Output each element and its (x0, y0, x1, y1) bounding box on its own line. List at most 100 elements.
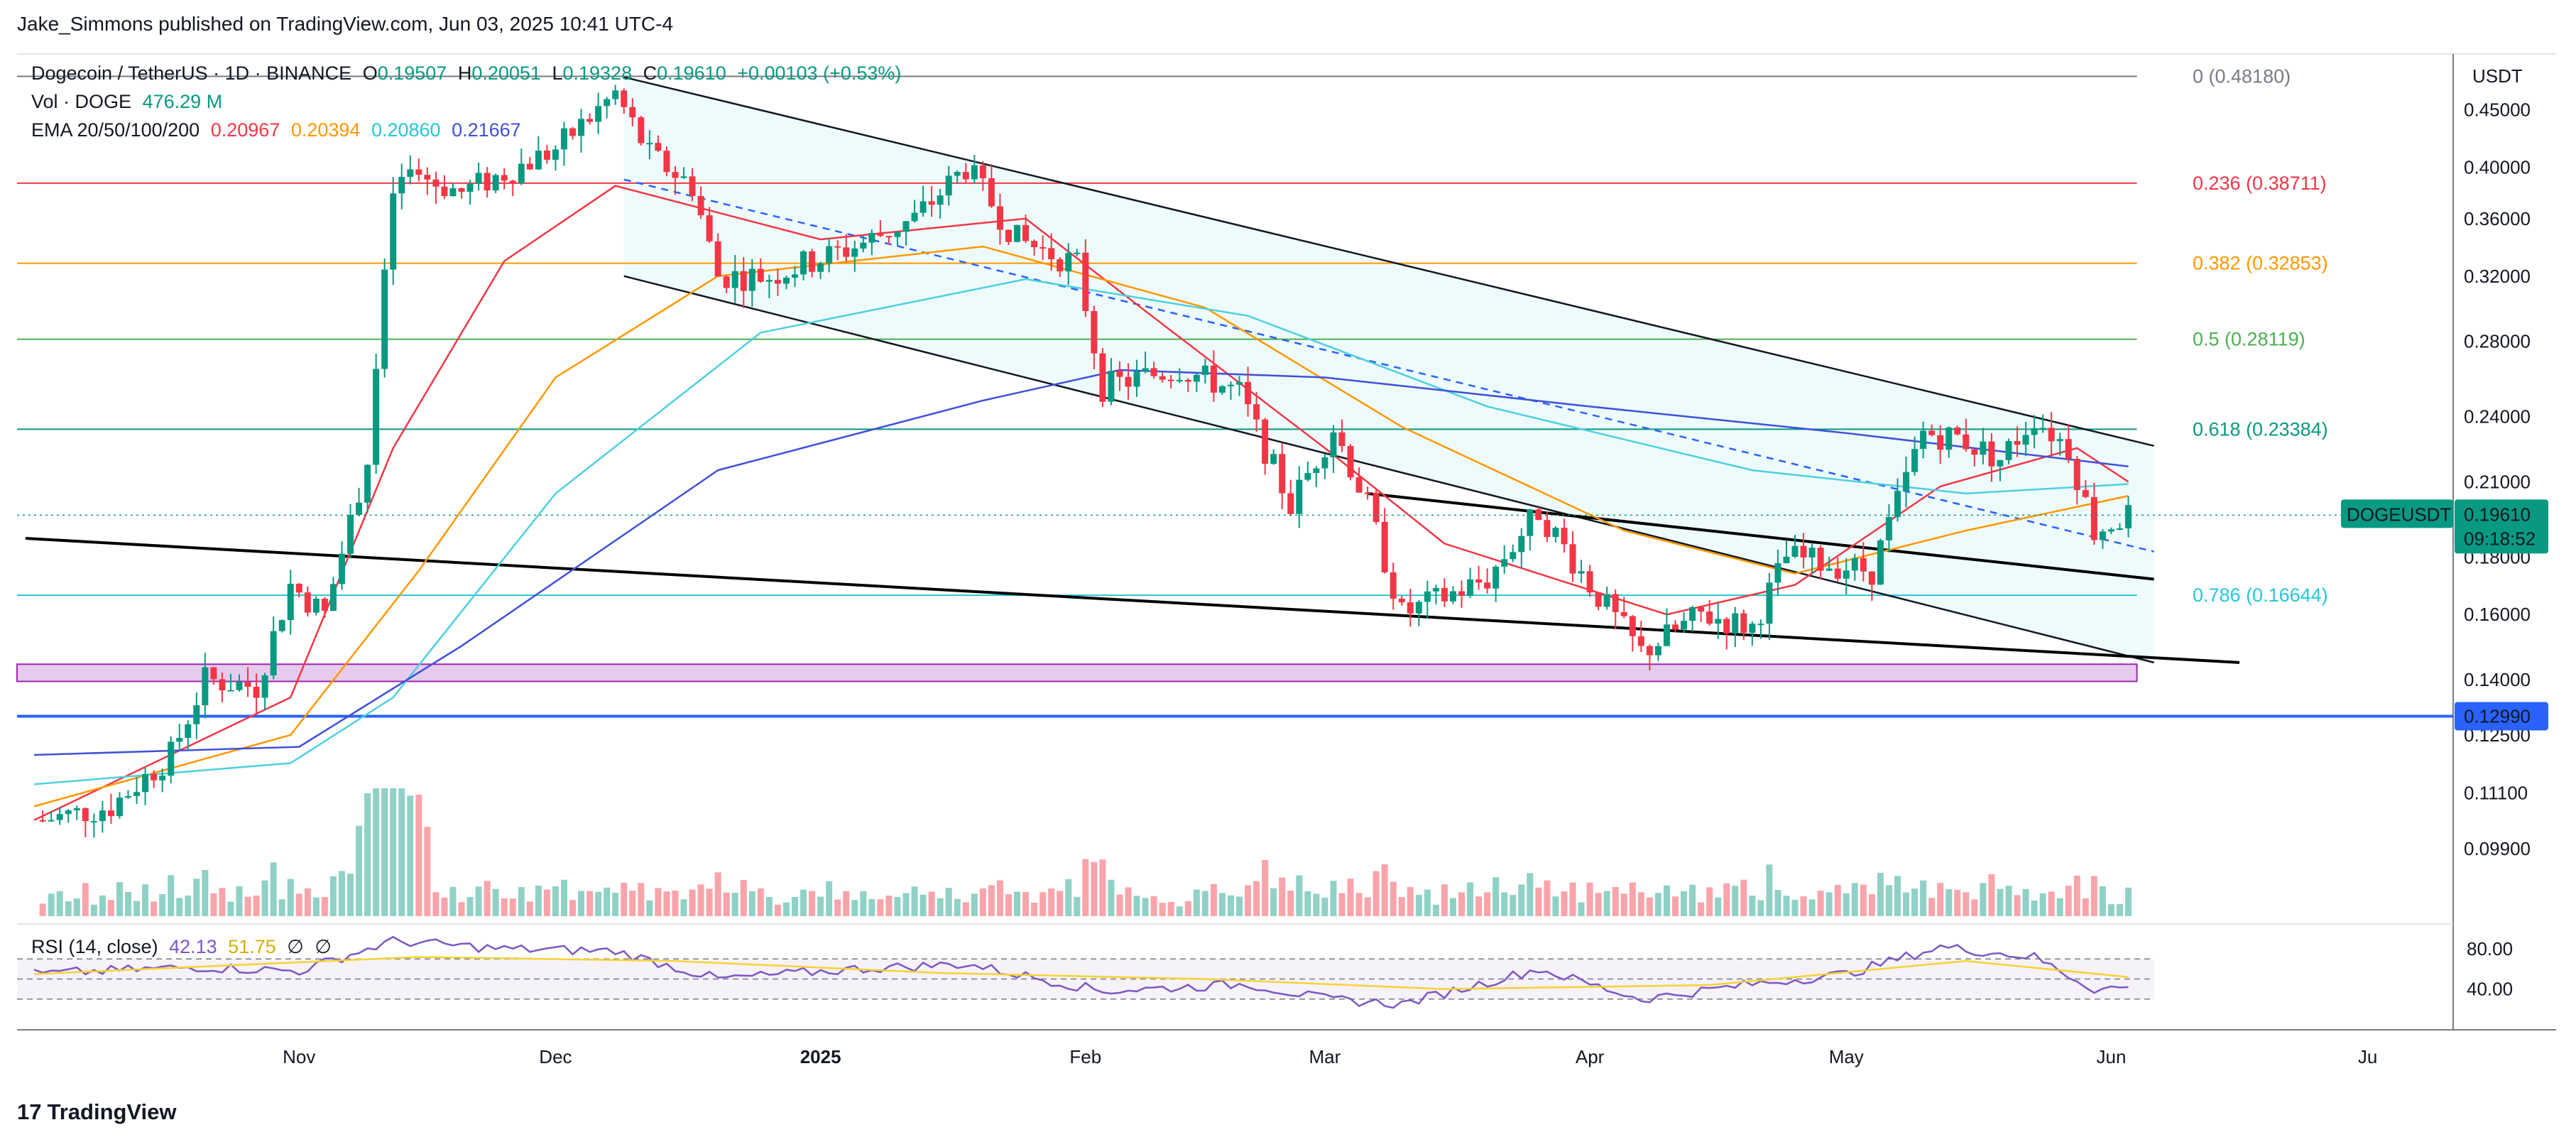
open-value: 0.19507 (377, 62, 447, 84)
price-tick: 0.28000 (2464, 331, 2531, 352)
volume-bar (894, 897, 901, 916)
candle-body (979, 165, 986, 179)
volume-bar (1159, 903, 1166, 916)
candle-body (1458, 591, 1466, 596)
volume-bar (1057, 891, 1064, 916)
candle-body (1997, 459, 2004, 467)
candle-body (629, 107, 636, 118)
volume-bar (1527, 873, 1534, 916)
volume-bar (1620, 893, 1627, 916)
candle-body (1253, 404, 1260, 420)
time-tick: Nov (283, 1046, 315, 1067)
rsi-legend[interactable]: RSI (14, close) 42.13 51.75 ∅ ∅ (31, 936, 337, 958)
volume-bar (757, 888, 764, 916)
candle-body (1245, 381, 1252, 405)
volume-bar (1715, 897, 1722, 916)
rsi-line (33, 935, 2129, 1009)
candle-body (466, 183, 474, 192)
candle-body (356, 502, 363, 515)
candle-body (663, 151, 670, 173)
volume-bar (885, 896, 893, 916)
candle-body (142, 773, 149, 793)
volume-bar (270, 862, 277, 916)
candle-body (1817, 548, 1824, 571)
candle-body (800, 251, 807, 275)
candle-body (398, 177, 405, 194)
volume-bar (1817, 891, 1824, 916)
candle-body (748, 268, 755, 291)
candle-body (432, 179, 440, 187)
candle-body (945, 175, 952, 196)
volume-bar (99, 895, 106, 916)
symbol-legend[interactable]: Dogecoin / TetherUS · 1D · BINANCE O0.19… (31, 62, 907, 85)
time-tick: Ju (2358, 1046, 2377, 1067)
candle-body (1681, 621, 1688, 630)
volume-bar (526, 901, 533, 916)
volume-bar (347, 874, 354, 916)
brand-name: TradingView (47, 1099, 177, 1124)
volume-bar (1723, 883, 1730, 916)
candle-body (706, 215, 713, 241)
volume-bar (48, 893, 55, 916)
candle-body (492, 175, 499, 191)
candle-body (1262, 419, 1269, 464)
candle-body (1834, 568, 1841, 579)
volume-bar (800, 889, 807, 916)
volume-bar (877, 899, 884, 916)
candle-body (1954, 427, 1961, 435)
volume-bar (928, 891, 935, 916)
candle-body (1646, 646, 1653, 656)
candle-body (621, 90, 628, 107)
price-tick: 0.21000 (2464, 471, 2531, 492)
price-tick: 0.11100 (2464, 783, 2528, 804)
fib-label-2: 0.382 (0.32853) (2193, 253, 2328, 274)
volume-bar (1364, 897, 1371, 916)
volume-bar (1065, 879, 1072, 916)
volume-bar (1920, 880, 1927, 916)
volume-bar (295, 893, 302, 916)
candle-body (1749, 624, 1756, 633)
candle-body (312, 598, 320, 613)
volume-legend[interactable]: Vol · DOGE 476.29 M (31, 91, 228, 113)
volume-bar (278, 899, 285, 916)
ema-label[interactable]: EMA 20/50/100/200 (31, 119, 200, 141)
volume-bar (1654, 893, 1661, 916)
tradingview-brand[interactable]: 17 TradingView (17, 1099, 177, 1125)
candle-body (381, 269, 388, 369)
volume-bar (535, 885, 542, 916)
ema-legend[interactable]: EMA 20/50/100/200 0.20967 0.20394 0.2086… (31, 119, 527, 141)
candle-body (595, 106, 602, 122)
volume-bar (1150, 896, 1157, 916)
volume-label[interactable]: Vol · DOGE (31, 91, 132, 112)
candle-body (2022, 435, 2029, 445)
candle-body (1586, 571, 1593, 593)
ema20-value: 0.20967 (210, 119, 280, 141)
volume-bar (1911, 888, 1919, 916)
candle-body (475, 173, 482, 184)
volume-bar (1245, 885, 1252, 916)
volume-bar (1424, 889, 1431, 916)
candle-body (1321, 457, 1328, 469)
symbol-name[interactable]: Dogecoin / TetherUS · 1D · BINANCE (31, 62, 352, 84)
volume-bar (543, 889, 550, 916)
volume-bar (441, 897, 448, 916)
rsi-label[interactable]: RSI (14, close) (31, 936, 158, 957)
candle-body (1210, 365, 1217, 393)
time-tick: Apr (1576, 1046, 1605, 1067)
candle-body (99, 810, 106, 822)
volume-bar (398, 788, 405, 916)
candle-body (1808, 548, 1816, 558)
volume-bar (1262, 860, 1269, 916)
candle-body (1108, 371, 1115, 402)
candle-body (731, 271, 738, 288)
candle-body (449, 188, 457, 197)
candle-body (1723, 619, 1730, 634)
candle-body (415, 169, 422, 175)
volume-bar (1415, 894, 1422, 916)
candle-body (424, 175, 431, 180)
rsi-pane (17, 935, 2154, 1009)
volume-bar (176, 898, 183, 916)
volume-bar (646, 900, 653, 916)
volume-bar (586, 891, 594, 916)
volume-bar (219, 888, 226, 916)
